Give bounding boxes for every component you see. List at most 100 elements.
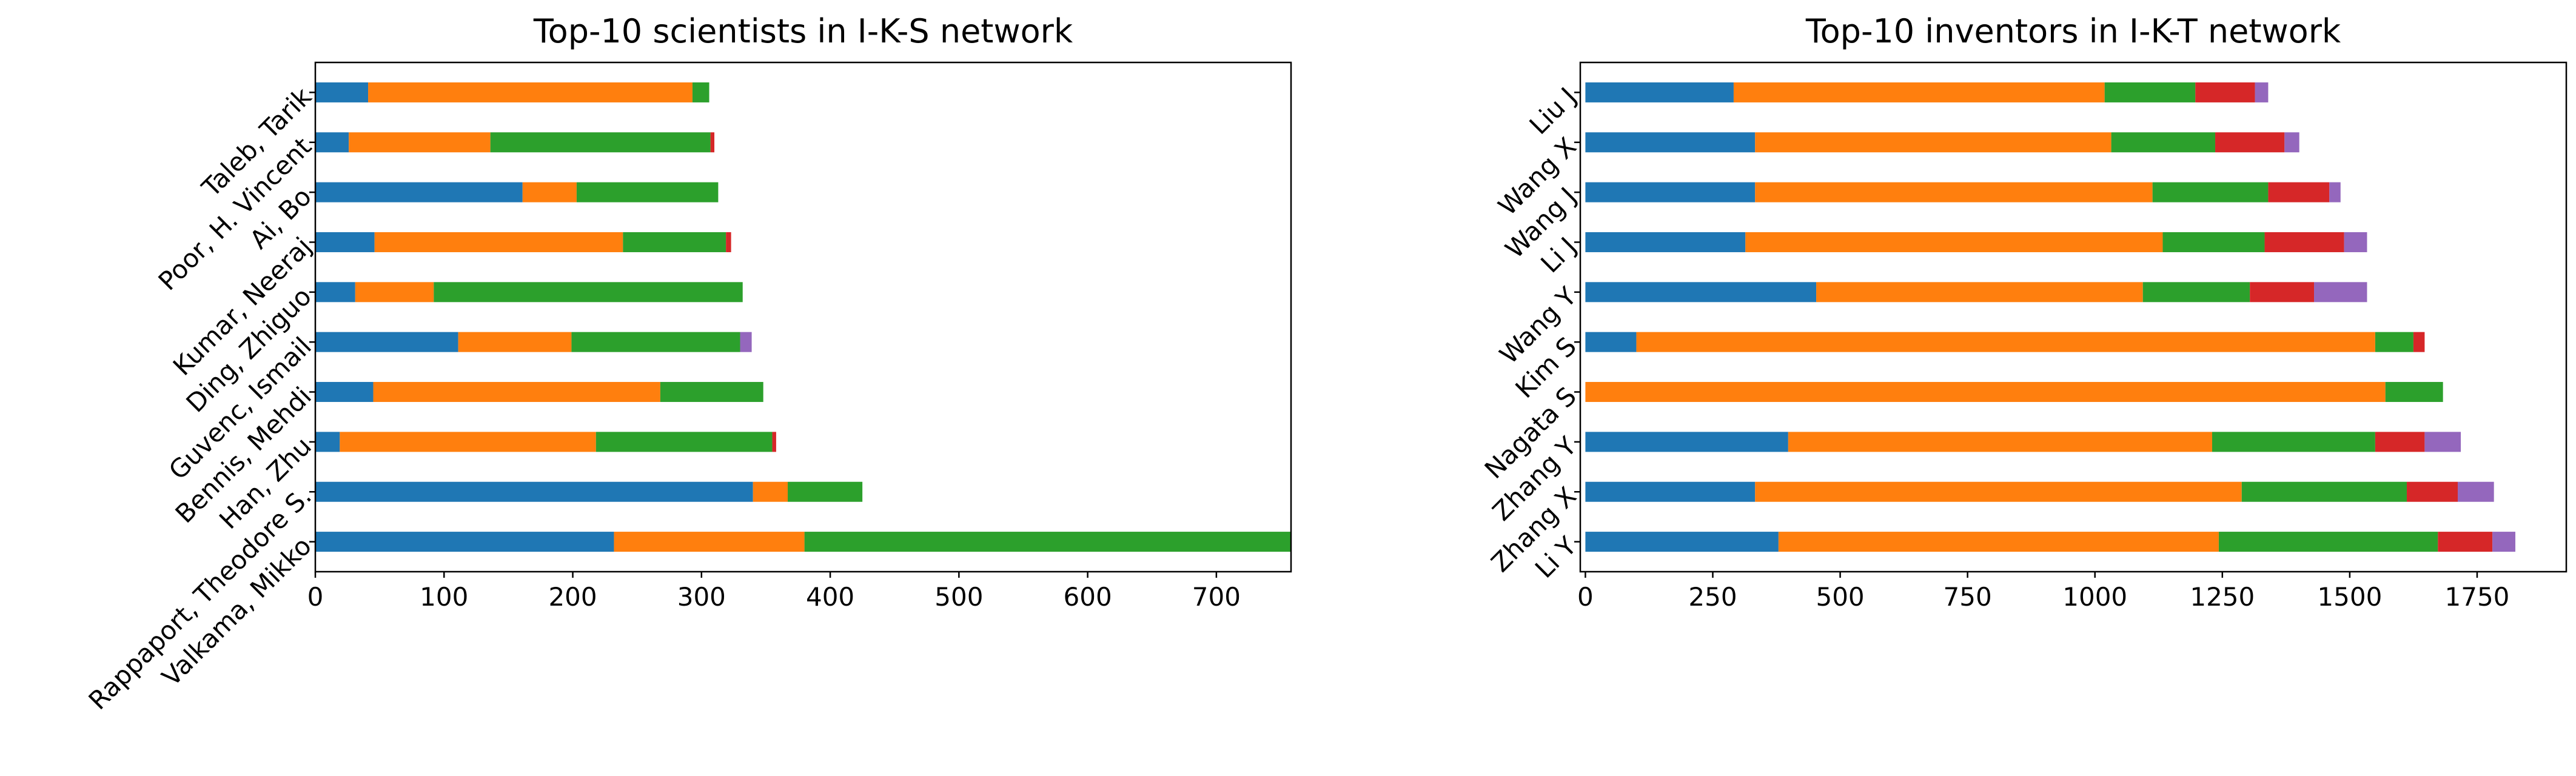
x-tick-label: 400 bbox=[806, 582, 854, 612]
bar-segment bbox=[2329, 182, 2341, 202]
axes-frame bbox=[314, 61, 1292, 573]
bar-segment bbox=[2375, 332, 2413, 352]
bar-segment bbox=[1585, 82, 1734, 102]
bar-segment bbox=[2264, 232, 2344, 252]
bar-segment bbox=[1585, 481, 1756, 502]
bar-segment bbox=[2458, 481, 2494, 502]
bar-segment bbox=[315, 82, 369, 102]
bar-segment bbox=[522, 182, 577, 202]
bar-segment bbox=[2104, 82, 2196, 102]
x-tick-label: 250 bbox=[1688, 582, 1737, 612]
bar-segment bbox=[595, 432, 773, 452]
bar-segment bbox=[1755, 182, 2153, 202]
bar-segment bbox=[710, 132, 715, 153]
chart-title: Top-10 inventors in I-K-T network bbox=[1805, 12, 2341, 50]
bar-segment bbox=[315, 232, 375, 252]
bar-segment bbox=[2218, 532, 2438, 552]
bar-segment bbox=[2268, 182, 2330, 202]
bar-segment bbox=[2162, 232, 2265, 252]
bar-segment bbox=[576, 182, 719, 202]
x-tick-label: 1250 bbox=[2190, 582, 2255, 612]
bar-segment bbox=[1778, 532, 2219, 552]
bar-segment bbox=[1745, 232, 2163, 252]
bar-segment bbox=[614, 532, 805, 552]
bar-segment bbox=[1636, 332, 2375, 352]
x-tick-label: 600 bbox=[1064, 582, 1112, 612]
bar-segment bbox=[434, 282, 743, 303]
bar-segment bbox=[660, 382, 763, 403]
bar-segment bbox=[1585, 282, 1817, 303]
bar-segment bbox=[368, 82, 693, 102]
axes-frame bbox=[1579, 61, 2568, 573]
chart-title: Top-10 scientists in I-K-S network bbox=[533, 12, 1073, 50]
bar-segment bbox=[2241, 481, 2407, 502]
bar-segment bbox=[2344, 232, 2367, 252]
bar-segment bbox=[2152, 182, 2269, 202]
bar-segment bbox=[740, 332, 752, 352]
bar-segment bbox=[458, 332, 572, 352]
x-tick-label: 1000 bbox=[2062, 582, 2127, 612]
bar-segment bbox=[2142, 282, 2250, 303]
bar-segment bbox=[315, 182, 523, 202]
bar-segment bbox=[788, 481, 863, 502]
bar-segment bbox=[2413, 332, 2425, 352]
x-tick-label: 300 bbox=[677, 582, 726, 612]
bar-segment bbox=[2492, 532, 2515, 552]
bar-segment bbox=[315, 132, 349, 153]
bar-segment bbox=[726, 232, 731, 252]
bar-segment bbox=[1755, 132, 2111, 153]
bar-segment bbox=[2215, 132, 2285, 153]
bar-segment bbox=[571, 332, 740, 352]
x-tick-label: 700 bbox=[1192, 582, 1241, 612]
bar-segment bbox=[340, 432, 596, 452]
x-tick-label: 0 bbox=[1577, 582, 1594, 612]
bar-segment bbox=[2375, 432, 2425, 452]
bar-segment bbox=[2255, 82, 2269, 102]
bar-segment bbox=[1585, 182, 1756, 202]
bar-segment bbox=[1585, 232, 1746, 252]
bar-segment bbox=[315, 382, 374, 403]
x-tick-label: 200 bbox=[548, 582, 597, 612]
bar-segment bbox=[804, 532, 1291, 552]
bar-segment bbox=[315, 282, 355, 303]
bar-segment bbox=[315, 332, 458, 352]
bar-segment bbox=[1585, 332, 1637, 352]
bar-segment bbox=[2406, 481, 2458, 502]
bar-segment bbox=[772, 432, 776, 452]
bar-segment bbox=[374, 232, 623, 252]
bar-segment bbox=[2195, 82, 2255, 102]
x-tick-label: 500 bbox=[1816, 582, 1864, 612]
bar-segment bbox=[2438, 532, 2493, 552]
bar-segment bbox=[2250, 282, 2315, 303]
x-tick-label: 0 bbox=[307, 582, 324, 612]
bar-segment bbox=[2424, 432, 2461, 452]
bar-segment bbox=[692, 82, 709, 102]
bar-segment bbox=[315, 432, 340, 452]
bar-segment bbox=[2212, 432, 2375, 452]
bar-segment bbox=[1755, 481, 2242, 502]
y-tick-label: Liu J bbox=[1523, 82, 1581, 140]
bar-segment bbox=[1788, 432, 2212, 452]
bar-segment bbox=[2111, 132, 2216, 153]
x-tick-label: 500 bbox=[934, 582, 983, 612]
bar-segment bbox=[2284, 132, 2299, 153]
x-tick-label: 1500 bbox=[2317, 582, 2382, 612]
bar-segment bbox=[1585, 382, 2386, 403]
x-tick-label: 750 bbox=[1944, 582, 1992, 612]
bar-segment bbox=[623, 232, 726, 252]
bar-segment bbox=[373, 382, 660, 403]
bar-segment bbox=[1585, 532, 1779, 552]
bar-segment bbox=[753, 481, 788, 502]
bar-segment bbox=[2314, 282, 2367, 303]
bar-segment bbox=[315, 481, 753, 502]
bars bbox=[1585, 82, 2515, 552]
bar-segment bbox=[490, 132, 711, 153]
x-tick-label: 1750 bbox=[2445, 582, 2510, 612]
bars bbox=[315, 82, 1291, 552]
bar-segment bbox=[1816, 282, 2143, 303]
bar-segment bbox=[349, 132, 491, 153]
bar-segment bbox=[1585, 432, 1788, 452]
